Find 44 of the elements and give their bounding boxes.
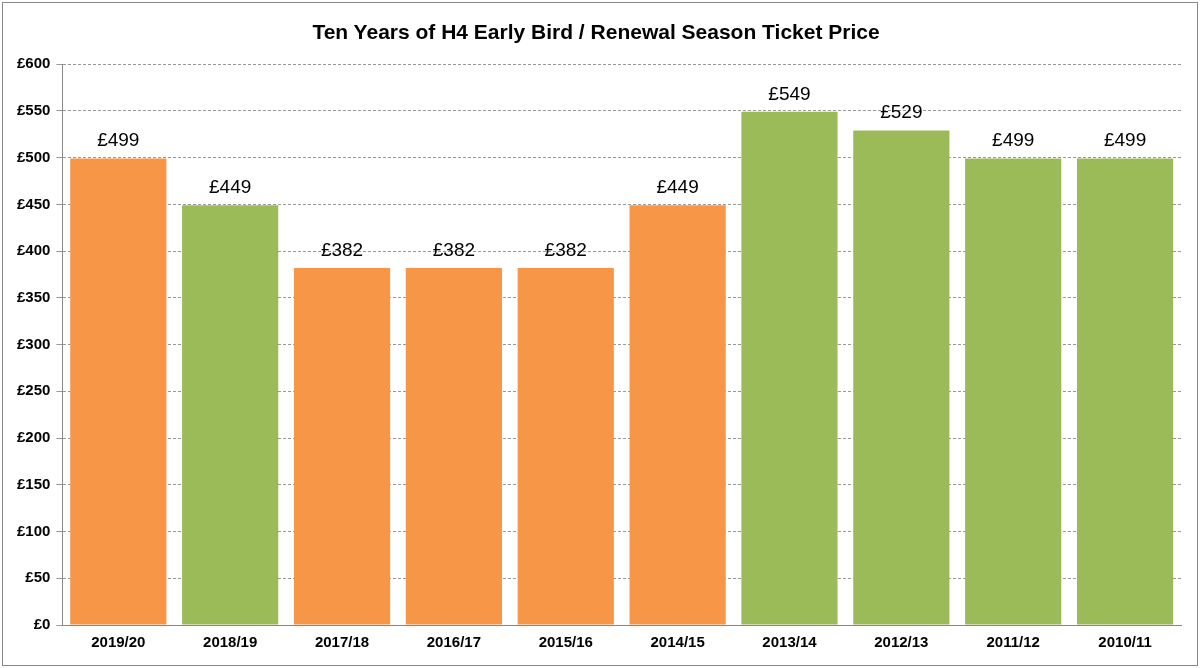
- y-tick-label: £400: [16, 241, 51, 259]
- y-tick-label: £450: [16, 194, 51, 212]
- bar: [70, 158, 167, 625]
- x-tick-label: 2012/13: [874, 633, 929, 651]
- data-label: £549: [768, 82, 811, 104]
- bar: [182, 205, 279, 625]
- data-label: £529: [880, 101, 923, 123]
- bar: [629, 205, 726, 625]
- y-tick-label: £550: [16, 101, 51, 119]
- y-tick-label: £100: [16, 521, 51, 539]
- data-label: £382: [320, 238, 364, 260]
- bar: [853, 130, 950, 625]
- y-tick-label: £50: [25, 568, 51, 586]
- y-tick-label: £200: [16, 428, 51, 446]
- x-tick-label: 2015/16: [538, 633, 593, 651]
- bar: [405, 267, 502, 625]
- data-label: £449: [209, 176, 252, 198]
- y-tick-label: £150: [16, 474, 51, 492]
- data-label: £499: [992, 129, 1035, 151]
- y-tick-label: £500: [16, 147, 51, 165]
- data-label: £382: [544, 238, 587, 260]
- x-tick-label: 2019/20: [91, 633, 146, 651]
- y-tick-label: £250: [16, 381, 51, 399]
- bar: [965, 158, 1062, 625]
- y-tick-label: £300: [16, 334, 51, 352]
- x-tick-label: 2014/15: [650, 633, 705, 651]
- x-tick-label: 2013/14: [762, 633, 818, 651]
- data-label: £499: [97, 129, 140, 151]
- x-tick-label: 2016/17: [426, 633, 482, 651]
- data-label: £449: [656, 176, 699, 198]
- y-tick-label: £0: [33, 615, 51, 633]
- x-tick-label: 2011/12: [986, 633, 1040, 651]
- bar: [517, 267, 614, 625]
- x-tick-label: 2018/19: [203, 633, 258, 651]
- y-tick-label: £350: [16, 288, 51, 306]
- y-tick-label: £600: [16, 54, 51, 72]
- bar: [1076, 158, 1174, 625]
- bar: [741, 111, 838, 625]
- bar: [293, 267, 391, 625]
- chart-title: Ten Years of H4 Early Bird / Renewal Season Ticket Price: [312, 20, 880, 44]
- x-tick-label: 2017/18: [314, 633, 370, 651]
- data-label: £499: [1103, 129, 1147, 151]
- x-tick-label: 2010/11: [1098, 633, 1152, 651]
- data-label: £382: [432, 238, 476, 260]
